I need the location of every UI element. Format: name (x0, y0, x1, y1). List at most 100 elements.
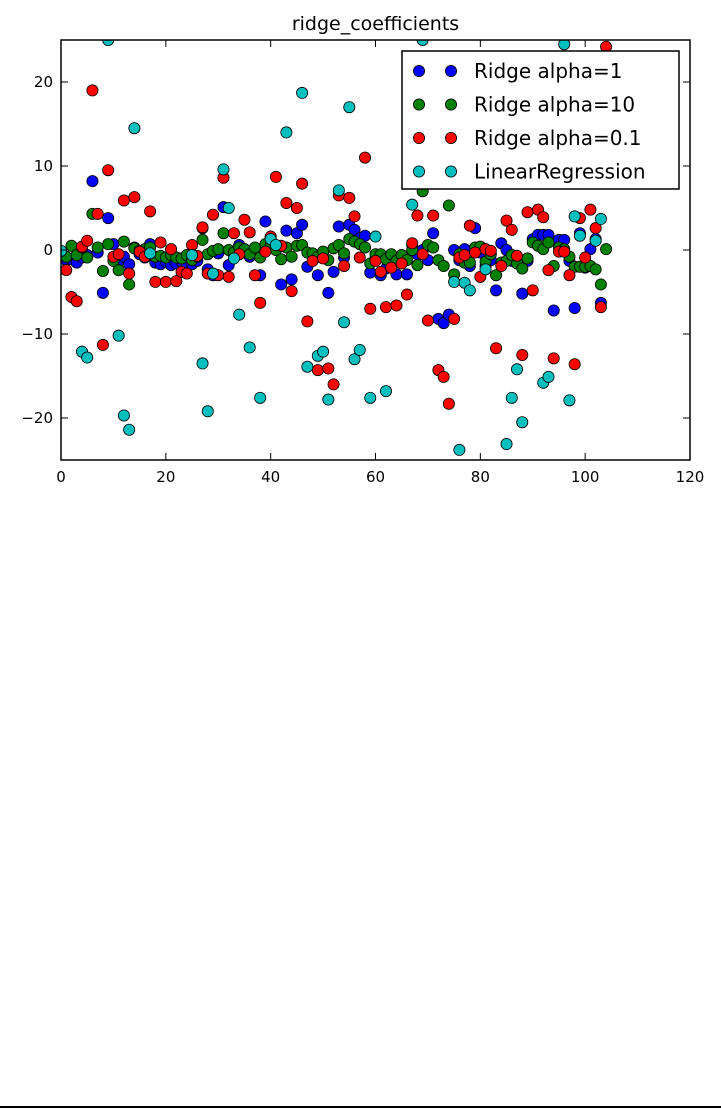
data-point (180, 267, 193, 280)
data-point (128, 122, 141, 135)
data-point (112, 329, 125, 342)
data-point (406, 198, 419, 211)
legend-marker (444, 165, 457, 178)
x-tick-label: 80 (471, 468, 490, 486)
data-point (505, 223, 518, 236)
data-point (568, 301, 581, 314)
data-point (343, 191, 356, 204)
data-point (81, 234, 94, 247)
data-point (259, 215, 272, 228)
data-point (568, 358, 581, 371)
x-tick-label: 120 (676, 468, 705, 486)
data-point (96, 286, 109, 299)
data-point (254, 296, 267, 309)
data-point (117, 194, 130, 207)
data-point (280, 196, 293, 209)
data-point (201, 405, 214, 418)
data-point (275, 278, 288, 291)
data-point (61, 264, 73, 277)
data-point (484, 244, 497, 257)
data-point (416, 248, 429, 261)
data-point (196, 357, 209, 370)
legend-label: Ridge alpha=1 (474, 59, 622, 83)
data-point (280, 126, 293, 139)
data-point (568, 210, 581, 223)
data-point (149, 275, 162, 288)
data-point (332, 184, 345, 197)
data-point (364, 391, 377, 404)
y-tick-label: −20 (21, 409, 53, 427)
y-tick-label: 0 (43, 241, 53, 259)
data-point (500, 438, 513, 451)
legend-label: Ridge alpha=10 (474, 93, 635, 117)
data-point (353, 343, 366, 356)
data-point (542, 370, 555, 383)
data-point (96, 264, 109, 277)
chart-figure: ridge_coefficients 0 20 40 60 80 100 120 −20−1… (21, 13, 705, 486)
data-point (123, 278, 136, 291)
y-axis: −20 −10 0 10 20 (21, 73, 690, 427)
data-point (285, 273, 298, 286)
data-point (165, 243, 178, 256)
data-point (96, 338, 109, 351)
data-point (322, 362, 335, 375)
data-point (311, 269, 324, 282)
data-point (584, 203, 597, 216)
y-tick-label: 20 (34, 73, 53, 91)
data-point (301, 315, 314, 328)
data-point (86, 84, 99, 97)
x-tick-label: 60 (366, 468, 385, 486)
data-point (154, 236, 167, 249)
legend-marker (444, 65, 457, 78)
data-point (379, 385, 392, 398)
data-point (542, 236, 555, 249)
data-point (317, 345, 330, 358)
data-point (547, 352, 560, 365)
data-point (406, 237, 419, 250)
data-point (170, 275, 183, 288)
data-point (311, 364, 324, 377)
data-point (500, 214, 513, 227)
data-point (421, 314, 434, 327)
legend-marker (412, 98, 425, 111)
data-point (102, 212, 115, 225)
data-point (207, 208, 220, 221)
legend-marker (444, 131, 457, 144)
legend-marker (412, 131, 425, 144)
data-point (227, 252, 240, 265)
legend-marker (412, 165, 425, 178)
plot-area (60, 39, 691, 461)
data-point (301, 360, 314, 373)
data-point (243, 341, 256, 354)
data-point (369, 230, 382, 243)
data-point (579, 251, 592, 264)
data-point (490, 342, 503, 355)
data-point (437, 259, 450, 272)
series-4 (61, 40, 607, 456)
data-point (343, 101, 356, 114)
data-point (296, 86, 309, 99)
data-point (81, 251, 94, 264)
data-point (338, 316, 351, 329)
data-point (374, 265, 387, 278)
data-point (296, 218, 309, 231)
data-point (327, 265, 340, 278)
y-tick-label: 10 (34, 157, 53, 175)
data-point (338, 259, 351, 272)
data-point (159, 275, 172, 288)
data-point (123, 423, 136, 436)
x-tick-label: 20 (156, 468, 175, 486)
data-point (243, 226, 256, 239)
data-point (86, 175, 99, 188)
data-point (516, 262, 529, 275)
data-point (463, 219, 476, 232)
data-point (269, 238, 282, 251)
data-point (196, 233, 209, 246)
data-point (437, 370, 450, 383)
data-point (594, 301, 607, 314)
data-point (70, 295, 83, 308)
data-point (448, 275, 461, 288)
data-point (222, 201, 235, 214)
data-point (364, 302, 377, 315)
data-point (338, 247, 351, 260)
